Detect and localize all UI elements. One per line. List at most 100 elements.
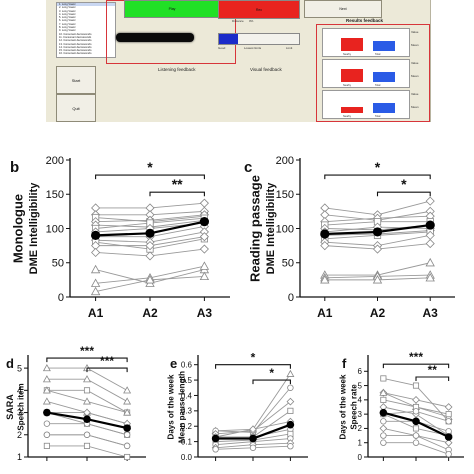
word-list-item[interactable]: 16. Consonant decrescendo	[59, 52, 92, 56]
word-list-item[interactable]: 10. Consonant decrescendo	[59, 32, 92, 36]
marker-diamond	[199, 198, 209, 208]
x-tick-label: A3	[197, 306, 213, 320]
marker-diamond	[91, 235, 101, 245]
y-axis-label-line2: DME Intelligibility	[28, 182, 40, 275]
marker-square	[380, 411, 387, 418]
marker-circle	[412, 418, 420, 425]
individual-line	[215, 438, 291, 446]
mean-point	[286, 420, 295, 429]
word-list-item[interactable]: 14. Consonant decrescendo	[59, 45, 92, 49]
marker-triangle	[83, 397, 91, 405]
individual-line	[95, 202, 205, 209]
results-legend-label: Total	[375, 53, 381, 56]
individual-series	[211, 397, 295, 438]
marker-diamond	[379, 403, 388, 411]
mean-series	[91, 217, 209, 240]
marker-diamond	[320, 203, 330, 213]
individual-series	[380, 375, 452, 425]
chart-panel-e: e Days of the week Mean pause length 0.0 0.1…	[166, 351, 308, 462]
start-button[interactable]: Start	[56, 66, 96, 94]
word-list-item[interactable]: 9. Long Vowel	[59, 29, 76, 33]
marker-square	[426, 228, 434, 236]
bar-axis-lowest: Lowest limits	[244, 46, 262, 50]
marker-triangle	[425, 270, 435, 279]
word-list-item[interactable]: 7. Long Vowel	[59, 22, 76, 26]
individual-line	[95, 214, 205, 223]
next-button[interactable]: Next	[304, 0, 382, 18]
marker-diamond	[249, 426, 257, 435]
individual-series	[320, 272, 435, 284]
individual-series	[91, 218, 209, 237]
marker-square	[146, 219, 154, 227]
y-tick-label: 150	[46, 189, 64, 201]
word-list-item[interactable]: 8. Long Vowel	[59, 26, 76, 30]
word-list-item[interactable]: 6. Long Vowel	[59, 19, 76, 23]
marker-circle	[123, 442, 131, 450]
marker-triangle	[320, 272, 330, 282]
y-tick-label: 2	[358, 424, 363, 433]
significance-bracket: *	[95, 159, 205, 180]
green-button[interactable]: Play	[124, 0, 220, 18]
y-tick-label: 0.5	[181, 376, 193, 385]
marker-circle	[445, 428, 452, 435]
mean-point	[412, 417, 420, 426]
individual-line	[383, 410, 449, 422]
word-list-item[interactable]: 2. Long Vowel	[59, 6, 76, 10]
marker-triangle	[90, 286, 101, 296]
marker-diamond	[425, 220, 435, 230]
individual-series	[321, 228, 434, 243]
marker-circle	[212, 427, 219, 435]
red-button-label: Rec	[255, 7, 263, 12]
word-list-item[interactable]: 4. Long Vowel	[59, 12, 76, 16]
marker-diamond	[320, 223, 330, 234]
word-list-item[interactable]: 12. Consonant decrescendo	[59, 39, 92, 43]
marker-triangle	[123, 408, 132, 416]
individual-series	[320, 220, 435, 235]
individual-line	[383, 413, 449, 437]
individual-series	[212, 426, 294, 442]
individual-line	[383, 392, 449, 418]
significance-bracket: *	[252, 366, 291, 385]
word-list-item[interactable]: 13. Consonant decrescendo	[59, 42, 92, 46]
marker-circle	[83, 420, 91, 427]
word-list-item[interactable]: 11. Consonant decrescendo	[59, 35, 92, 39]
significance-label: *	[269, 366, 274, 380]
marker-triangle	[320, 275, 330, 284]
individual-series	[91, 206, 209, 220]
significance-label: *	[401, 176, 407, 192]
marker-square	[200, 214, 208, 222]
individual-line	[324, 224, 431, 231]
distance-value: 0%	[249, 19, 254, 23]
marker-diamond	[91, 217, 101, 227]
marker-triangle	[90, 264, 101, 274]
marker-diamond	[199, 210, 209, 220]
word-list-item[interactable]: 3. Long Vowel	[59, 9, 76, 13]
significance-bracket: ***	[382, 350, 450, 369]
red-button[interactable]: Rec	[218, 0, 300, 19]
marker-diamond	[145, 251, 155, 261]
word-list-item[interactable]: 15. Consonant decrescendo	[59, 49, 92, 53]
word-list-item[interactable]: 1. Long Vowel	[57, 3, 115, 7]
results-bar-nearby	[341, 38, 363, 51]
y-tick-label: 2	[17, 430, 22, 440]
mean-point	[425, 220, 435, 230]
x-tick-label: A3	[423, 306, 439, 320]
quit-button[interactable]: Quit	[56, 94, 96, 122]
individual-line	[95, 265, 205, 284]
marker-diamond	[199, 244, 209, 254]
panel-letter: b	[10, 159, 19, 176]
marker-circle	[412, 439, 420, 446]
marker-triangle	[320, 270, 330, 279]
word-list-item[interactable]: 5. Long Vowel	[59, 16, 76, 20]
results-bar-total	[373, 103, 395, 113]
bar-axis-limit: Limit	[286, 46, 293, 50]
y-tick-label: 5	[17, 363, 22, 373]
marker-diamond	[145, 210, 155, 220]
bracket-line	[324, 174, 431, 180]
marker-diamond	[372, 229, 383, 239]
y-tick-label: 5	[358, 381, 363, 390]
individual-series	[92, 214, 208, 233]
marker-square	[249, 433, 257, 441]
individual-line	[46, 412, 128, 425]
